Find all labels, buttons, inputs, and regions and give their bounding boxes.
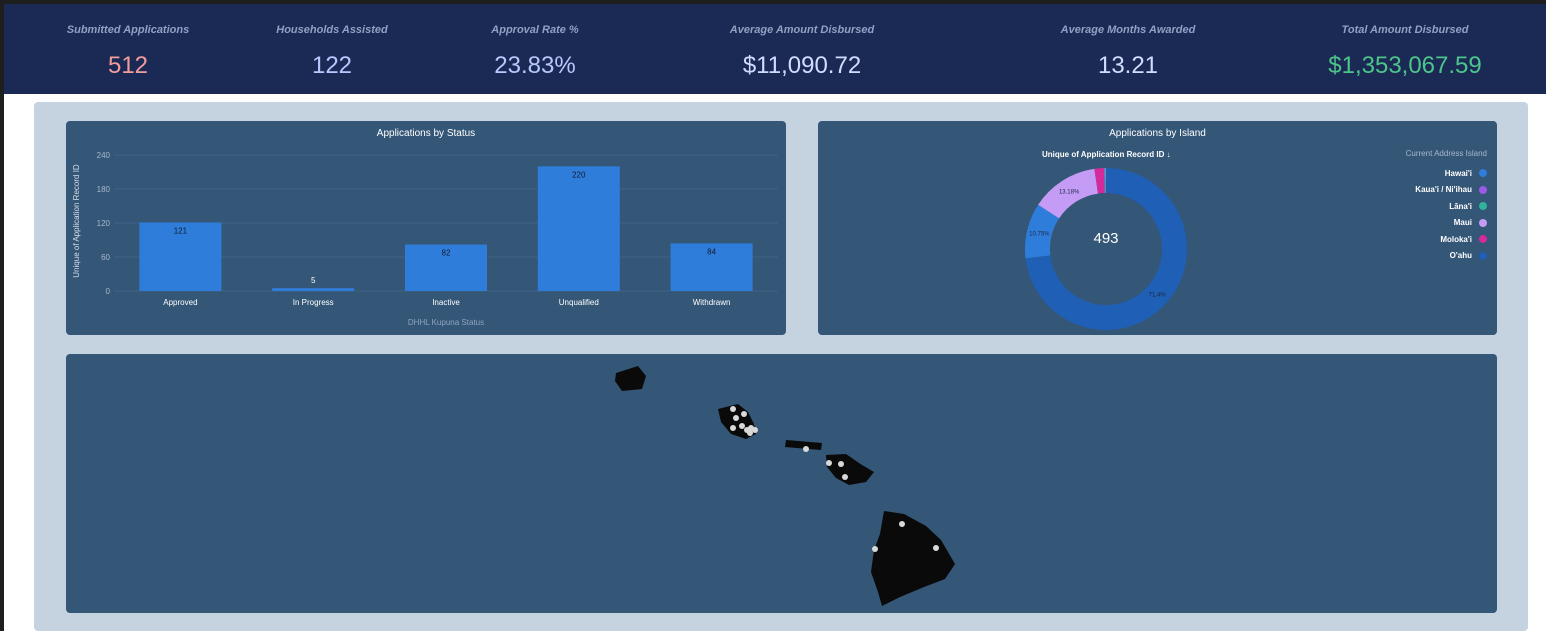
kpi-value: 13.21 — [1097, 52, 1159, 79]
island-chart-card[interactable]: Applications by Island Unique of Applica… — [818, 121, 1497, 335]
donut-slice — [1025, 168, 1187, 330]
donut-slice — [1094, 168, 1105, 194]
kpi-label: Approval Rate % — [491, 24, 579, 36]
island-donut-chart: 71.4% 10.75% 13.18% — [1025, 168, 1187, 330]
y-tick-label: 120 — [97, 219, 111, 228]
legend-label: Moloka'i — [1440, 234, 1472, 244]
x-tick-label: Unqualified — [559, 298, 599, 307]
legend-title: Current Address Island — [1405, 149, 1487, 158]
slice-label: 10.75% — [1029, 231, 1050, 237]
kpi-label: Average Months Awarded — [1060, 24, 1196, 36]
kpi-value: 122 — [311, 52, 353, 79]
legend-label: Maui — [1453, 218, 1472, 228]
legend-item[interactable]: Lāna'i — [1415, 198, 1487, 215]
island-legend: Hawai'i Kaua'i / Ni'ihau Lāna'i Maui Moloka'… — [1415, 165, 1487, 264]
legend-label: O'ahu — [1449, 251, 1472, 261]
donut-slice — [1104, 168, 1106, 194]
island-chart-title: Applications by Island — [1109, 128, 1206, 139]
window-left-border — [0, 0, 4, 631]
kpi-value: 23.83% — [494, 52, 576, 79]
donut-slice — [1103, 168, 1106, 194]
legend-swatch — [1479, 202, 1487, 211]
y-tick-label: 0 — [106, 287, 111, 296]
data-label: 5 — [311, 276, 316, 285]
kpi-value: $11,090.72 — [742, 52, 862, 79]
island-maui — [826, 454, 874, 485]
legend-label: Kaua'i / Ni'ihau — [1415, 185, 1472, 195]
legend-swatch — [1479, 251, 1487, 260]
slice-label: 13.18% — [1059, 189, 1080, 195]
x-tick-label: Approved — [163, 298, 197, 307]
legend-label: Lāna'i — [1449, 201, 1472, 211]
data-label: 82 — [442, 249, 451, 258]
x-tick-label: Withdrawn — [693, 298, 731, 307]
data-label: 121 — [174, 226, 188, 235]
legend-item[interactable]: Hawai'i — [1415, 165, 1487, 182]
x-tick-label: Inactive — [432, 298, 460, 307]
x-tick-label: In Progress — [293, 298, 334, 307]
bar — [537, 166, 620, 291]
legend-swatch — [1479, 235, 1487, 244]
legend-item[interactable]: O'ahu — [1415, 248, 1487, 265]
map-points — [730, 406, 939, 552]
kpi-label: Average Amount Disbursed — [729, 24, 875, 36]
y-axis-label: Unique of Application Record ID — [72, 164, 81, 278]
y-tick-label: 60 — [101, 253, 110, 262]
window-top-border — [0, 0, 1546, 4]
slice-label: 71.4% — [1149, 293, 1167, 299]
data-label: 84 — [707, 247, 716, 256]
kpi-band: Submitted Applications 512 Households As… — [4, 4, 1546, 94]
legend-item[interactable]: Moloka'i — [1415, 231, 1487, 248]
legend-item[interactable]: Kaua'i / Ni'ihau — [1415, 182, 1487, 199]
legend-label: Hawai'i — [1444, 168, 1472, 178]
island-chart-subtitle: Unique of Application Record ID ↓ — [1042, 150, 1171, 159]
hawaii-map[interactable] — [66, 354, 1497, 613]
map-card[interactable] — [66, 354, 1497, 613]
donut-center-total: 493 — [1093, 230, 1119, 247]
y-tick-label: 180 — [97, 185, 111, 194]
kpi-value: 512 — [107, 52, 149, 79]
bar — [405, 244, 487, 291]
island-kauai — [615, 366, 646, 391]
kpi-label: Households Assisted — [276, 24, 388, 36]
kpi-value: $1,353,067.59 — [1328, 52, 1482, 79]
status-chart-card[interactable]: Applications by Status 240 180 120 60 0 Uniqu… — [66, 121, 786, 335]
bar — [670, 243, 753, 291]
legend-swatch — [1479, 169, 1487, 178]
status-bar-chart: 240 180 120 60 0 Unique of Application Record… — [72, 151, 778, 327]
kpi-label: Total Amount Disbursed — [1341, 24, 1469, 36]
island-hawaii — [871, 511, 955, 606]
legend-swatch — [1479, 218, 1487, 227]
data-label: 220 — [572, 170, 586, 179]
legend-swatch — [1479, 185, 1487, 194]
status-chart-title: Applications by Status — [376, 128, 476, 139]
bar — [139, 222, 222, 291]
bar — [272, 288, 355, 291]
island-molokai — [785, 440, 822, 450]
x-axis-label: DHHL Kupuna Status — [408, 318, 484, 327]
donut-slice — [1038, 168, 1098, 219]
donut-slice — [1025, 204, 1060, 259]
kpi-label: Submitted Applications — [66, 24, 190, 36]
y-tick-label: 240 — [97, 151, 111, 160]
legend-item[interactable]: Maui — [1415, 215, 1487, 232]
